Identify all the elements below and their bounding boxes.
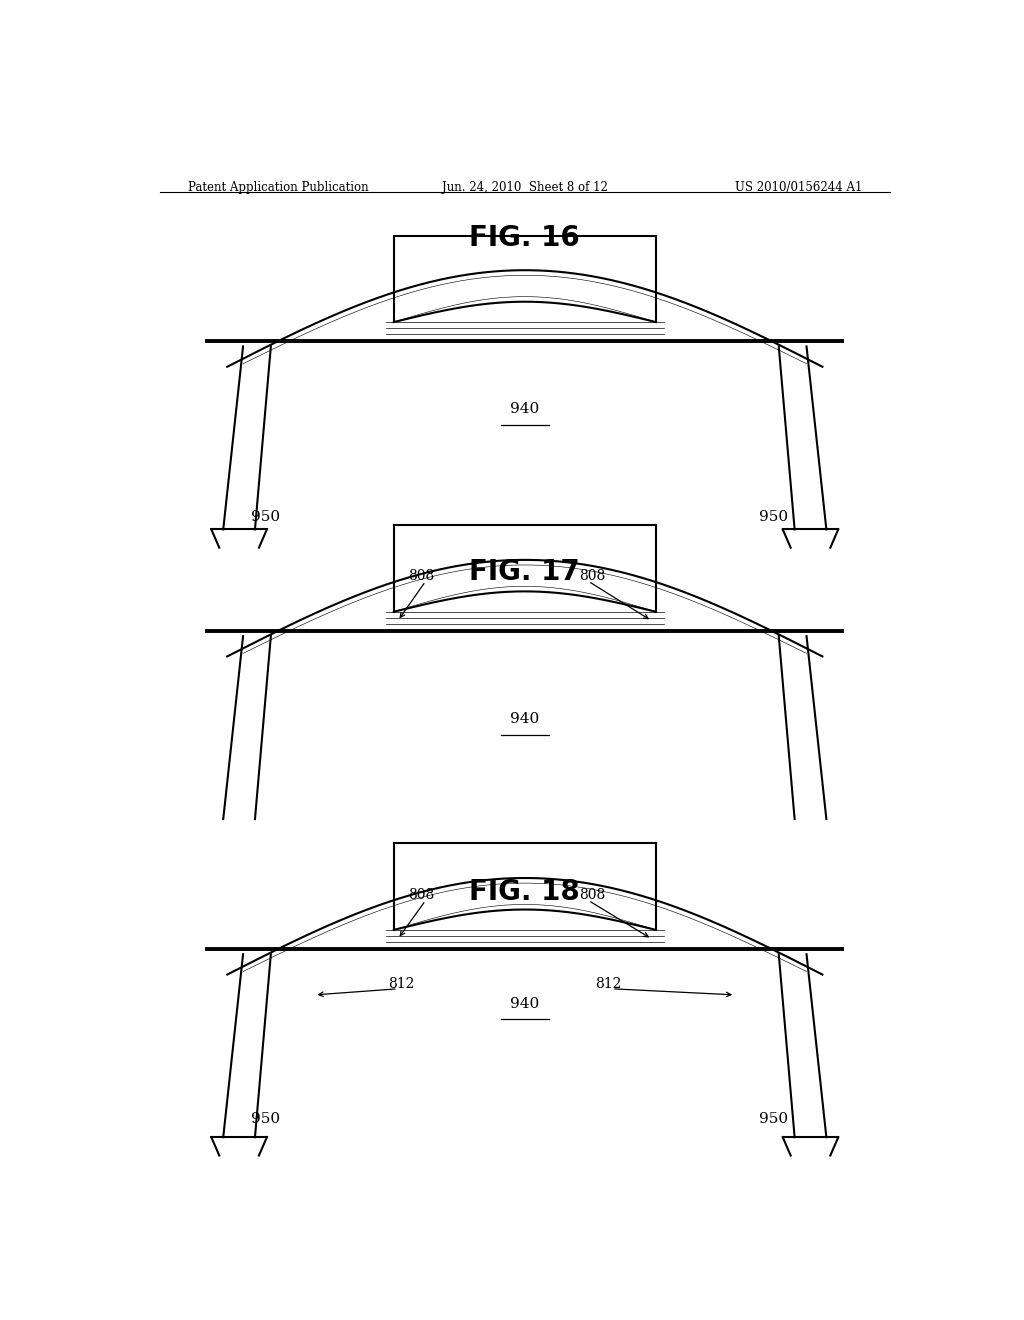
Text: Jun. 24, 2010  Sheet 8 of 12: Jun. 24, 2010 Sheet 8 of 12 xyxy=(442,181,607,194)
Text: 812: 812 xyxy=(388,977,415,990)
Text: 808: 808 xyxy=(409,888,435,902)
Text: 950: 950 xyxy=(251,510,281,524)
Text: FIG. 17: FIG. 17 xyxy=(469,558,581,586)
Text: 940: 940 xyxy=(510,403,540,416)
Text: 812: 812 xyxy=(595,977,622,990)
Text: 950: 950 xyxy=(759,510,788,524)
Text: 950: 950 xyxy=(251,1111,281,1126)
Text: 808: 808 xyxy=(580,888,605,902)
Text: 808: 808 xyxy=(580,569,605,583)
Text: 808: 808 xyxy=(409,569,435,583)
Text: 950: 950 xyxy=(759,1111,788,1126)
Text: FIG. 18: FIG. 18 xyxy=(469,878,581,906)
Text: 940: 940 xyxy=(510,713,540,726)
Text: Patent Application Publication: Patent Application Publication xyxy=(187,181,369,194)
Text: US 2010/0156244 A1: US 2010/0156244 A1 xyxy=(734,181,862,194)
Text: 940: 940 xyxy=(510,997,540,1011)
Text: FIG. 16: FIG. 16 xyxy=(469,224,581,252)
